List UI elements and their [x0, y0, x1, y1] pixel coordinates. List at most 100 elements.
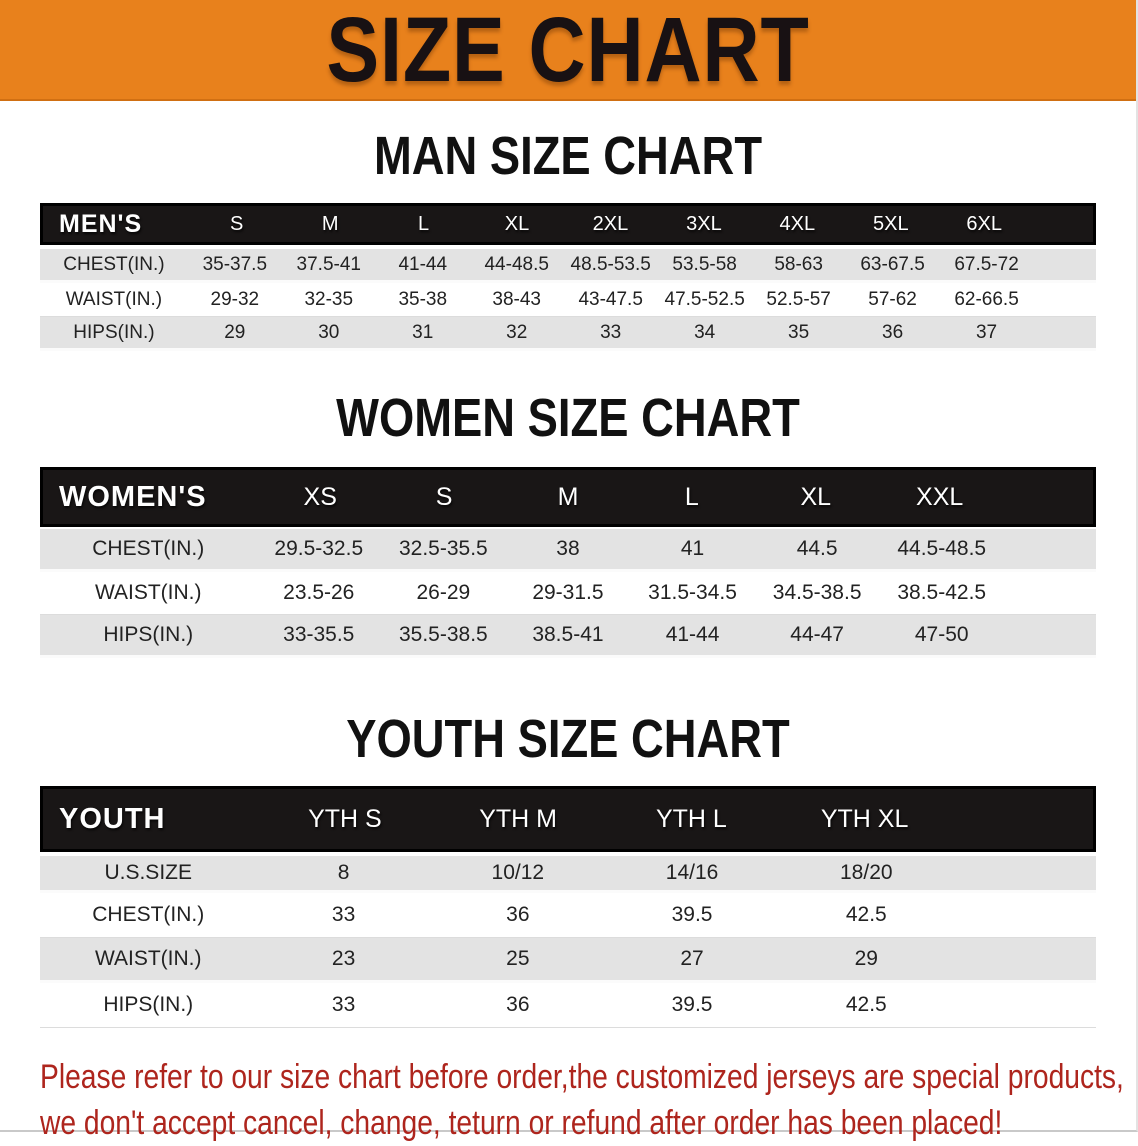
- size-value-cell: 47-50: [914, 623, 969, 646]
- row-label: HIPS(IN.): [103, 623, 194, 646]
- size-value-cell: 36: [506, 903, 530, 926]
- size-column-header: M: [321, 212, 339, 235]
- size-column-header: YTH M: [479, 804, 558, 833]
- row-label: HIPS(IN.): [103, 993, 194, 1016]
- size-value-cell: 30: [318, 321, 340, 343]
- size-value-cell: 39.5: [671, 903, 713, 926]
- size-column-header: YTH S: [308, 804, 382, 833]
- size-value-cell: 44-48.5: [484, 253, 549, 275]
- size-value-cell: 27: [680, 947, 704, 970]
- size-value-cell: 23.5-26: [283, 581, 355, 604]
- size-value-cell: 53.5-58: [672, 253, 737, 275]
- size-column-header: 5XL: [872, 212, 909, 235]
- size-value-cell: 42.5: [845, 993, 887, 1016]
- size-value-cell: 52.5-57: [766, 288, 831, 310]
- size-value-cell: 43-47.5: [578, 288, 643, 310]
- size-column-header: YTH XL: [820, 804, 909, 833]
- table-row: HIPS(IN.) 33 36 39.5 42.5: [40, 983, 1096, 1028]
- row-label: HIPS(IN.): [73, 321, 155, 343]
- table-row: CHEST(IN.) 29.5-32.5 32.5-35.5 38 41 44.5 44.5…: [40, 529, 1096, 572]
- size-value-cell: 25: [506, 947, 530, 970]
- row-label: U.S.SIZE: [104, 861, 192, 884]
- size-value-cell: 38.5-42.5: [897, 581, 987, 604]
- size-column-header: XXL: [916, 482, 964, 511]
- size-column-header: L: [684, 482, 699, 511]
- size-column-header: XL: [800, 482, 832, 511]
- size-value-cell: 29-32: [210, 288, 260, 310]
- size-value-cell: 37.5-41: [296, 253, 361, 275]
- size-column-header: 2XL: [592, 212, 629, 235]
- row-label: CHEST(IN.): [63, 253, 165, 275]
- size-value-cell: 34: [694, 321, 716, 343]
- size-column-header: YTH L: [655, 804, 727, 833]
- size-value-cell: 14/16: [665, 861, 719, 884]
- size-value-cell: 63-67.5: [860, 253, 925, 275]
- size-value-cell: 32-35: [304, 288, 354, 310]
- table-header-row: YOUTH YTH S YTH M YTH L YTH XL: [40, 786, 1096, 852]
- table-header-label: YOUTH: [59, 802, 166, 835]
- size-value-cell: 29: [224, 321, 246, 343]
- row-label: CHEST(IN.): [92, 903, 205, 926]
- size-value-cell: 8: [337, 861, 350, 884]
- size-value-cell: 39.5: [671, 993, 713, 1016]
- women-size-table: WOMEN'S XS S M L XL XXL CHEST(IN.) 29.5-32.5 32.5…: [40, 467, 1096, 658]
- size-column-header: 3XL: [686, 212, 722, 235]
- size-value-cell: 37: [975, 321, 998, 343]
- size-value-cell: 36: [506, 993, 530, 1016]
- table-row: HIPS(IN.) 29 30 31 32 33 34 35 36 37: [40, 317, 1096, 351]
- size-value-cell: 67.5-72: [954, 253, 1019, 275]
- table-row: CHEST(IN.) 35-37.5 37.5-41 41-44 44-48.5 48.5…: [40, 249, 1096, 283]
- size-value-cell: 35: [788, 321, 810, 343]
- size-value-cell: 62-66.5: [954, 288, 1019, 310]
- table-header-label: WOMEN'S: [59, 480, 207, 513]
- size-value-cell: 58-63: [774, 253, 823, 275]
- row-label: WAIST(IN.): [94, 581, 202, 604]
- men-section-heading: MAN SIZE CHART: [373, 126, 763, 186]
- row-label: WAIST(IN.): [65, 288, 163, 310]
- size-value-cell: 44-47: [790, 623, 844, 646]
- size-value-cell: 38-43: [492, 288, 542, 310]
- table-row: WAIST(IN.) 29-32 32-35 35-38 38-43 43-47.5 47.…: [40, 283, 1096, 317]
- table-row: U.S.SIZE 8 10/12 14/16 18/20: [40, 856, 1096, 893]
- size-value-cell: 41-44: [398, 253, 448, 275]
- youth-section-heading: YOUTH SIZE CHART: [346, 709, 790, 769]
- size-column-header: XL: [504, 212, 530, 235]
- size-column-header: XS: [303, 482, 337, 511]
- title-banner: SIZE CHART: [0, 0, 1136, 101]
- size-value-cell: 33: [331, 993, 356, 1016]
- disclaimer-line-2: we don't accept cancel, change, teturn o…: [40, 1104, 1003, 1142]
- size-value-cell: 29-31.5: [532, 581, 604, 604]
- table-row: CHEST(IN.) 33 36 39.5 42.5: [40, 893, 1096, 938]
- size-value-cell: 33-35.5: [283, 623, 355, 646]
- size-value-cell: 29.5-32.5: [274, 537, 364, 560]
- size-value-cell: 44.5-48.5: [897, 537, 987, 560]
- size-column-header: 4XL: [779, 212, 816, 235]
- size-column-header: S: [230, 212, 244, 235]
- size-value-cell: 29: [854, 947, 878, 970]
- table-row: HIPS(IN.) 33-35.5 35.5-38.5 38.5-41 41-44 44-…: [40, 615, 1096, 658]
- row-label: CHEST(IN.): [92, 537, 205, 560]
- size-column-header: S: [435, 482, 453, 511]
- size-value-cell: 42.5: [845, 903, 887, 926]
- size-column-header: 6XL: [966, 212, 1003, 235]
- size-value-cell: 35-38: [398, 288, 448, 310]
- size-value-cell: 32.5-35.5: [398, 537, 488, 560]
- page-title: SIZE CHART: [326, 0, 810, 101]
- size-value-cell: 38.5-41: [532, 623, 604, 646]
- size-value-cell: 34.5-38.5: [772, 581, 862, 604]
- size-value-cell: 41: [680, 537, 705, 560]
- size-value-cell: 35-37.5: [202, 253, 268, 275]
- size-value-cell: 23: [331, 947, 356, 970]
- size-value-cell: 41-44: [665, 623, 720, 646]
- size-value-cell: 33: [600, 321, 622, 343]
- men-size-table: MEN'S S M L XL 2XL 3XL 4XL 5XL 6XL CHEST(IN.) 35-37…: [40, 203, 1096, 351]
- row-label: WAIST(IN.): [94, 947, 202, 970]
- size-value-cell: 35.5-38.5: [398, 623, 488, 646]
- table-row: WAIST(IN.) 23 25 27 29: [40, 938, 1096, 983]
- women-section-heading: WOMEN SIZE CHART: [336, 388, 800, 448]
- youth-size-table: YOUTH YTH S YTH M YTH L YTH XL U.S.SIZE 8 10/12…: [40, 786, 1096, 1028]
- table-header-label: MEN'S: [59, 209, 143, 238]
- size-column-header: L: [418, 212, 430, 235]
- table-header-row: WOMEN'S XS S M L XL XXL: [40, 467, 1096, 527]
